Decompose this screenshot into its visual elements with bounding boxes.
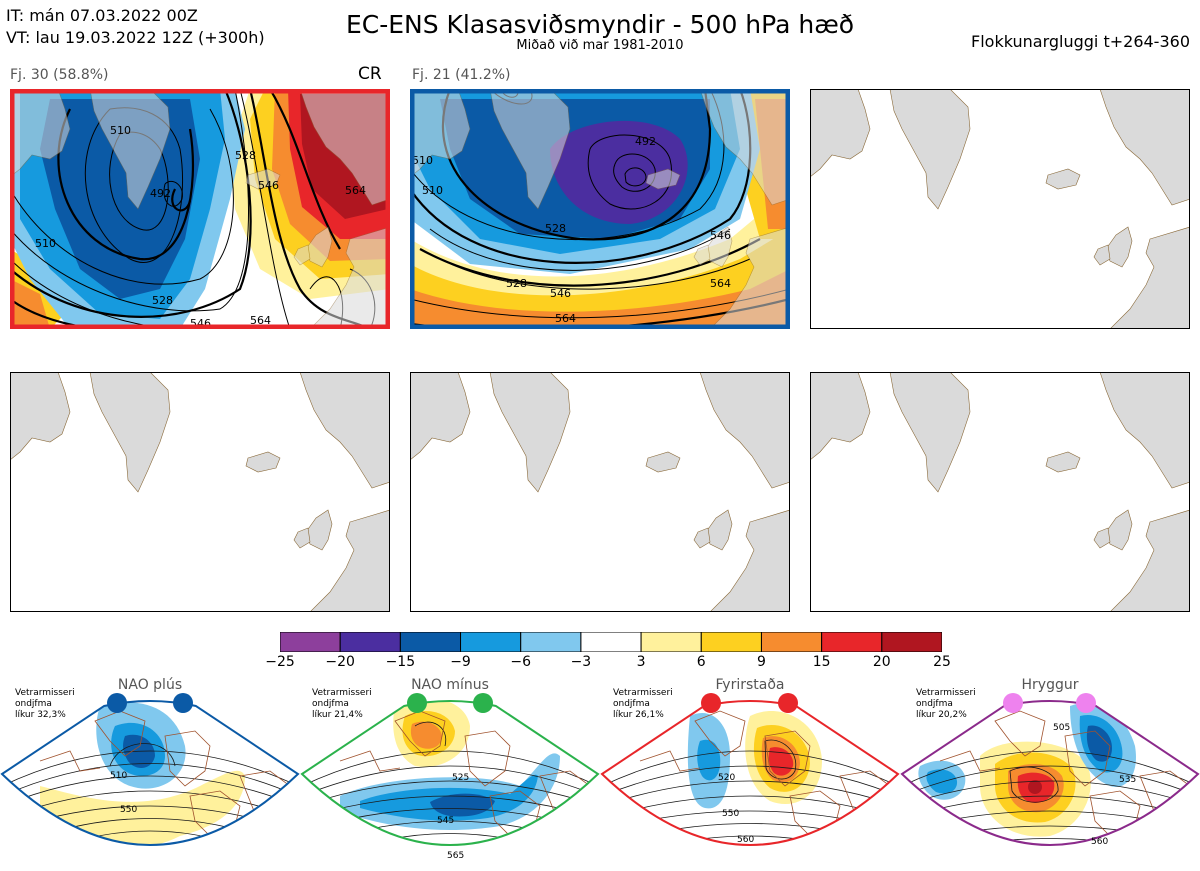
empty-map-3 [810, 89, 1190, 329]
contour-label: 560 [1091, 837, 1108, 847]
colorbar-tick-label: −15 [385, 654, 416, 670]
contour-label: 510 [412, 154, 433, 167]
valid-time: VT: lau 19.03.2022 12Z (+300h) [6, 28, 265, 47]
contour-label: 528 [152, 294, 173, 307]
regime-marker [173, 693, 193, 713]
regime-row: NAO plús Vetrarmisseri ondjfma líkur 32,3% [0, 676, 1200, 871]
contour-label: 528 [506, 277, 527, 290]
empty-map-4 [10, 372, 390, 612]
contour-label: 492 [635, 135, 656, 148]
colorbar-segment [460, 631, 522, 653]
regime-title: Hryggur [1021, 677, 1079, 693]
colorbar-segment [520, 631, 582, 653]
regime-note: Vetrarmisseri ondjfma líkur 21,4% [312, 688, 372, 720]
contour-label: 546 [710, 229, 731, 242]
contour-label: 492 [150, 187, 171, 200]
colorbar-segment [399, 631, 462, 653]
contour-label: 510 [35, 237, 56, 250]
colorbar-segment [760, 631, 823, 653]
regime-marker [1003, 693, 1023, 713]
regime-marker [701, 693, 721, 713]
page-subtitle: Miðað við mar 1981-2010 [516, 38, 684, 53]
empty-map-6 [810, 372, 1190, 612]
cluster-map-2: 492 510 528 546 564 528 546 564 510 [410, 89, 790, 329]
contour-label: 546 [258, 179, 279, 192]
contour-label: 565 [447, 851, 464, 861]
contour-label: 564 [710, 277, 731, 290]
panel-1-label: Fj. 30 (58.8%) [10, 67, 109, 83]
colorbar-segment [640, 631, 702, 653]
contour-label: 505 [1053, 723, 1070, 733]
cluster-border [10, 89, 390, 329]
colorbar-tick-label: 6 [696, 654, 706, 670]
regime-title: NAO mínus [411, 677, 489, 693]
contour-label: 550 [120, 805, 137, 815]
colorbar-segment [821, 631, 883, 653]
cluster-map-1: 510 492 528 546 564 528 546 564 510 [10, 89, 390, 329]
regime-blocking: Fyrirstaða Vetrarmisseri ondjfma líkur 26,… [600, 676, 900, 871]
regime-nao-plus: NAO plús Vetrarmisseri ondjfma líkur 32,3% [0, 676, 300, 871]
contour-label: 510 [110, 771, 127, 781]
regime-marker [1076, 693, 1096, 713]
regime-title: Fyrirstaða [715, 677, 785, 693]
panel-2-label: Fj. 21 (41.2%) [412, 67, 511, 83]
colorbar-tick-label: −6 [510, 654, 532, 670]
colorbar-tick-label: 20 [872, 654, 891, 670]
regime-marker [473, 693, 493, 713]
regime-note: Vetrarmisseri ondjfma líkur 26,1% [613, 688, 673, 720]
page-title: EC-ENS Klasasviðsmyndir - 500 hPa hæð [345, 10, 855, 39]
colorbar-segment [339, 631, 401, 653]
colorbar-segment [881, 631, 943, 653]
colorbar-tick-label: −20 [325, 654, 355, 670]
contour-label: 525 [452, 773, 469, 783]
contour-label: 546 [550, 287, 571, 300]
initial-time: IT: mán 07.03.2022 00Z [6, 6, 198, 25]
classification-window: Flokkunargluggi t+264-360 [971, 32, 1190, 51]
colorbar-segment [279, 631, 341, 653]
regime-marker [778, 693, 798, 713]
colorbar-tick-label: −9 [450, 654, 471, 670]
regime-marker [407, 693, 427, 713]
contour-label: 560 [737, 835, 754, 845]
contour-label: 528 [235, 149, 256, 162]
colorbar [279, 631, 943, 653]
colorbar-ticks: −25 −20 −15 −9 −6 −3 3 6 9 15 20 25 [250, 654, 972, 674]
contour-label: 564 [555, 312, 576, 325]
header-info: IT: mán 07.03.2022 00Z VT: lau 19.03.202… [6, 5, 265, 49]
colorbar-tick-label: 9 [756, 654, 766, 670]
regime-marker [107, 693, 127, 713]
colorbar-tick-label: −3 [570, 654, 592, 670]
colorbar-tick-label: 15 [812, 654, 831, 670]
contour-label: 535 [1119, 775, 1136, 785]
contour-label: 510 [422, 184, 443, 197]
contour-label: 528 [545, 222, 566, 235]
empty-map-5 [410, 372, 790, 612]
contour-label: 520 [718, 773, 735, 783]
contour-label: 545 [437, 816, 454, 826]
cluster-border [410, 89, 790, 329]
colorbar-tick-label: 3 [636, 654, 646, 670]
regime-nao-minus: NAO mínus Vetrarmisseri ondjfma líkur 21,4… [300, 676, 600, 871]
contour-label: 564 [345, 184, 366, 197]
regime-note: Vetrarmisseri ondjfma líkur 20,2% [916, 688, 976, 720]
regime-ridge: Hryggur Vetrarmisseri ondjfma líkur 20,2% [900, 676, 1200, 871]
colorbar-tick-label: −25 [265, 654, 295, 670]
colorbar-segment [580, 631, 642, 653]
regime-title: NAO plús [117, 677, 183, 693]
regime-note: Vetrarmisseri ondjfma líkur 32,3% [15, 688, 75, 720]
contour-label: 510 [110, 124, 131, 137]
contour-label: 564 [250, 314, 271, 327]
contour-label: 550 [722, 809, 739, 819]
panel-1-tag: CR [358, 64, 382, 84]
colorbar-tick-label: 25 [933, 654, 951, 670]
colorbar-segment [700, 631, 762, 653]
